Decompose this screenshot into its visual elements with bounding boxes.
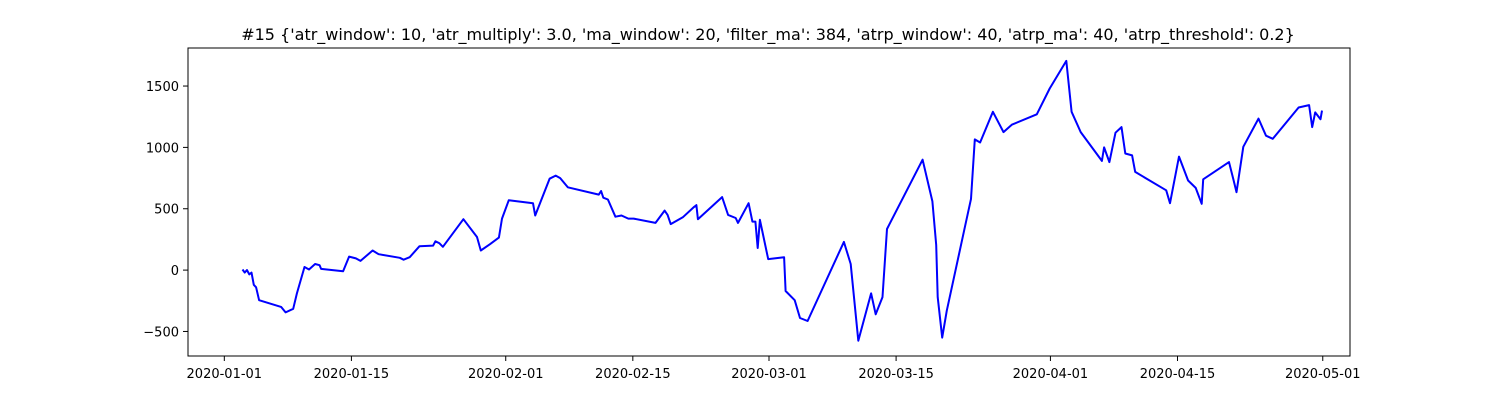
- chart-title: #15 {'atr_window': 10, 'atr_multiply': 3…: [241, 25, 1295, 45]
- plot-area: [241, 59, 1323, 342]
- y-tick-label: 0: [171, 264, 179, 279]
- x-tick-label: 2020-04-01: [1013, 367, 1089, 382]
- x-tick-label: 2020-04-15: [1140, 367, 1216, 382]
- x-tick-label: 2020-03-15: [858, 367, 934, 382]
- y-tick-label: −500: [143, 325, 179, 340]
- y-axis: −500 0 500 1000 1500: [143, 80, 188, 340]
- series-line-1: [241, 59, 1323, 342]
- x-tick-label: 2020-01-01: [187, 367, 263, 382]
- y-tick-label: 1500: [146, 80, 179, 95]
- x-tick-label: 2020-02-01: [468, 367, 544, 382]
- x-tick-label: 2020-02-15: [595, 367, 671, 382]
- plot-frame: [187, 47, 1351, 357]
- x-axis: 2020-01-01 2020-01-15 2020-02-01 2020-02-15…: [187, 356, 1361, 382]
- y-tick-label: 500: [154, 203, 179, 218]
- x-tick-label: 2020-03-01: [731, 367, 807, 382]
- x-tick-label: 2020-05-01: [1285, 367, 1361, 382]
- x-tick-label: 2020-01-15: [314, 367, 390, 382]
- y-tick-label: 1000: [146, 141, 179, 156]
